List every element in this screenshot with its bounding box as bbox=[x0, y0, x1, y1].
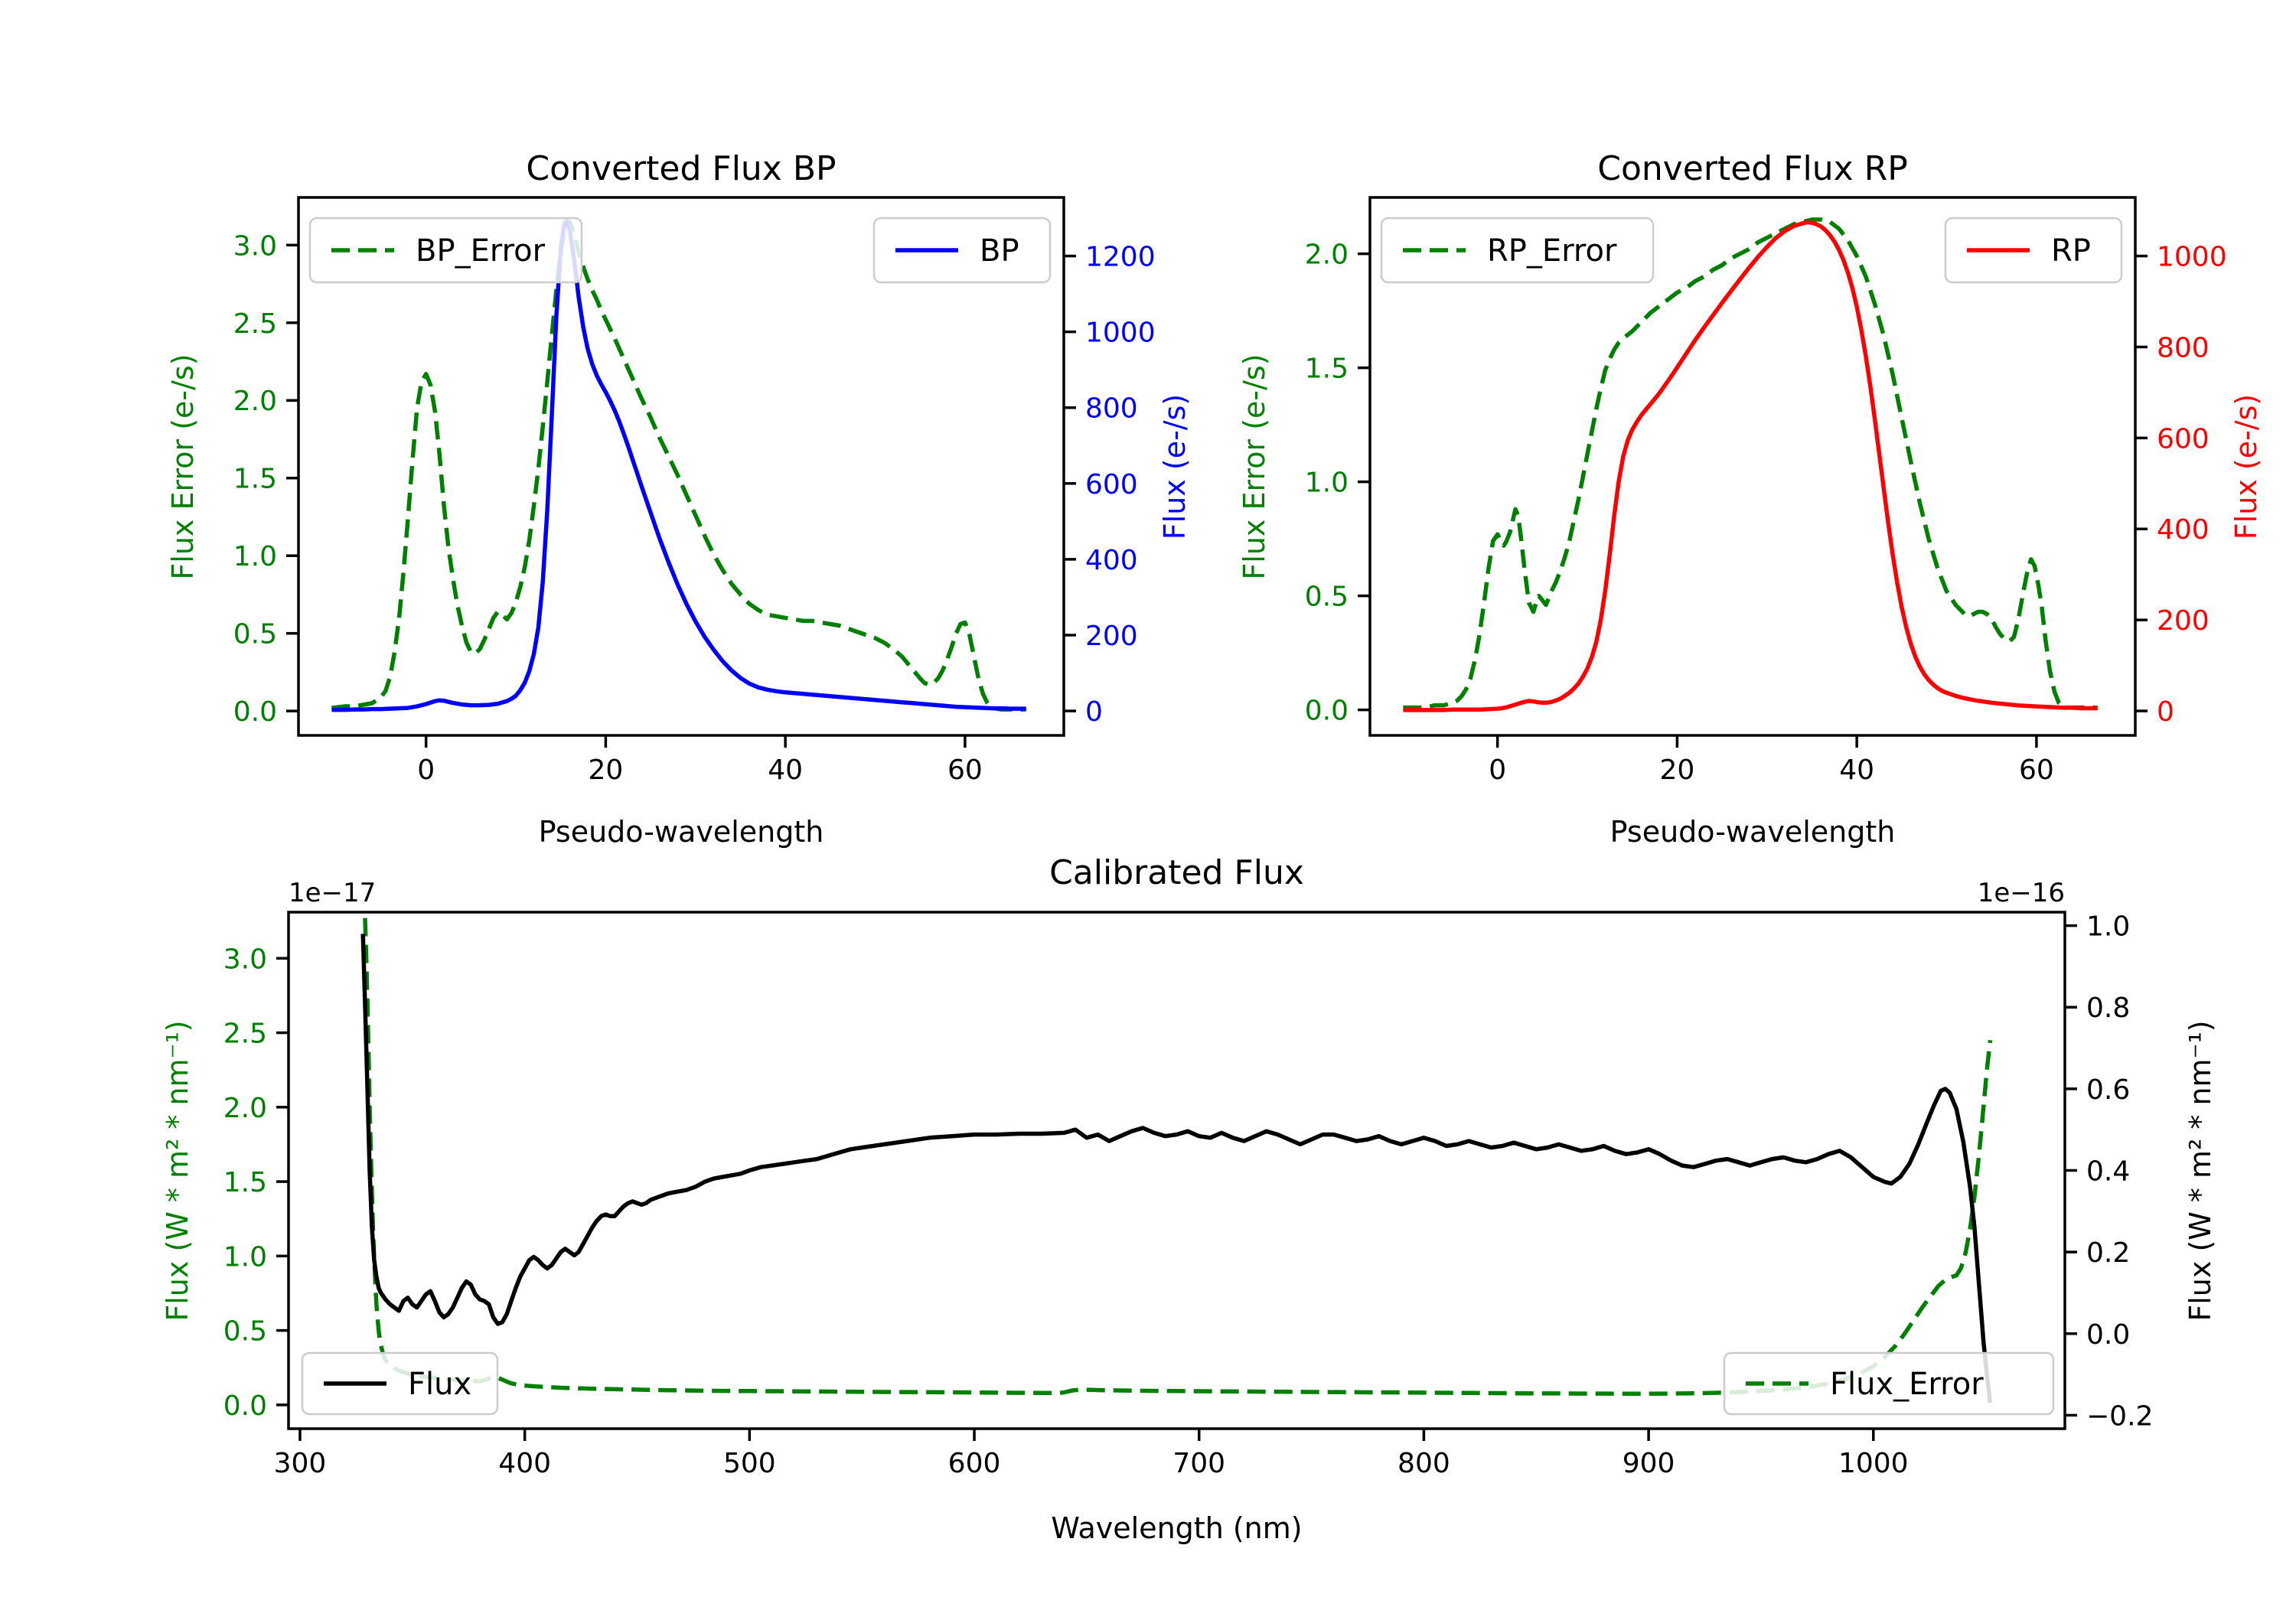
cal-title: Calibrated Flux bbox=[1049, 853, 1304, 892]
bp-right-tick-label: 400 bbox=[1085, 545, 1138, 576]
cal-left-tick-label: 0.5 bbox=[223, 1316, 267, 1348]
bp-left-ylabel: Flux Error (e-/s) bbox=[166, 354, 200, 579]
bp-x-tick-label: 0 bbox=[417, 755, 435, 786]
legend-label: RP_Error bbox=[1487, 233, 1617, 269]
cal-x-tick-label: 900 bbox=[1623, 1448, 1675, 1479]
series-BP_Error-line bbox=[331, 220, 1026, 712]
cal-x-tick-label: 1000 bbox=[1838, 1448, 1909, 1479]
rp-left-tick-label: 0.0 bbox=[1305, 696, 1349, 727]
bp-right-ylabel: Flux (e-/s) bbox=[1158, 394, 1192, 539]
legend-label: BP bbox=[980, 233, 1019, 269]
rp-axes-frame bbox=[1368, 196, 2137, 737]
rp-right-tick-label: 600 bbox=[2157, 423, 2210, 455]
rp-right-ylabel: Flux (e-/s) bbox=[2229, 394, 2263, 539]
bp-left-tick-label: 2.0 bbox=[233, 386, 277, 417]
rp-right-tick-label: 800 bbox=[2157, 332, 2210, 363]
rp-title: Converted Flux RP bbox=[1597, 149, 1908, 188]
cal-xlabel: Wavelength (nm) bbox=[1051, 1511, 1302, 1545]
cal-left-tick-label: 0.0 bbox=[223, 1390, 267, 1422]
cal-right-tick-label: 0.0 bbox=[2086, 1319, 2130, 1351]
bp-left-tick-label: 1.5 bbox=[233, 464, 277, 495]
bp-right-tick-label: 800 bbox=[1085, 393, 1138, 425]
bp-title: Converted Flux BP bbox=[526, 149, 836, 188]
legend-RP_Error: RP_Error bbox=[1380, 217, 1655, 284]
cal-left-tick-label: 2.0 bbox=[223, 1093, 267, 1124]
bp-left-tick-label: 0.0 bbox=[233, 696, 277, 728]
cal-left-ylabel: Flux (W * m² * nm⁻¹) bbox=[161, 1020, 194, 1321]
legend-Flux: Flux bbox=[301, 1351, 499, 1416]
series-BP-line bbox=[331, 218, 1026, 712]
bp-left-tick-label: 1.0 bbox=[233, 541, 277, 572]
cal-x-tick-label: 500 bbox=[723, 1448, 776, 1479]
legend-label: Flux_Error bbox=[1830, 1367, 1984, 1402]
cal-left-offset-text: 1e−17 bbox=[289, 878, 376, 908]
rp-right-tick-label: 0 bbox=[2157, 696, 2174, 728]
bp-left-tick-label: 3.0 bbox=[233, 230, 277, 262]
cal-right-tick-label: 0.2 bbox=[2086, 1237, 2130, 1269]
cal-x-tick-label: 800 bbox=[1397, 1448, 1450, 1479]
cal-left-tick-label: 1.5 bbox=[223, 1167, 267, 1198]
cal-right-tick-label: 0.4 bbox=[2086, 1156, 2130, 1188]
legend-box bbox=[1723, 1351, 2055, 1416]
cal-x-tick-label: 400 bbox=[498, 1448, 551, 1479]
bp-left-tick-label: 0.5 bbox=[233, 619, 277, 650]
rp-left-ylabel: Flux Error (e-/s) bbox=[1238, 354, 1271, 579]
cal-right-ylabel: Flux (W * m² * nm⁻¹) bbox=[2183, 1020, 2217, 1321]
bp-right-tick-label: 0 bbox=[1085, 696, 1103, 728]
cal-right-tick-label: 0.6 bbox=[2086, 1074, 2130, 1106]
rp-right-tick-label: 400 bbox=[2157, 514, 2210, 546]
bp-x-tick-label: 20 bbox=[589, 755, 624, 786]
bp-right-tick-label: 1000 bbox=[1085, 318, 1156, 349]
cal-left-tick-label: 3.0 bbox=[223, 944, 267, 975]
legend-BP_Error: BP_Error bbox=[308, 217, 583, 284]
legend-BP: BP bbox=[872, 217, 1052, 284]
bp-left-tick-label: 2.5 bbox=[233, 308, 277, 340]
cal-right-tick-label: 1.0 bbox=[2086, 911, 2130, 943]
cal-left-tick-label: 2.5 bbox=[223, 1019, 267, 1050]
legend-box bbox=[308, 217, 583, 284]
legend-label: BP_Error bbox=[416, 233, 546, 269]
series-Flux-line bbox=[360, 934, 1993, 1403]
legend-label: Flux bbox=[408, 1367, 471, 1402]
cal-x-tick-label: 700 bbox=[1172, 1448, 1225, 1479]
bp-right-tick-label: 600 bbox=[1085, 469, 1138, 500]
rp-x-tick-label: 0 bbox=[1489, 755, 1506, 786]
bp-x-tick-label: 60 bbox=[947, 755, 983, 786]
series-RP_Error-line bbox=[1403, 217, 2098, 710]
legend-Flux_Error: Flux_Error bbox=[1723, 1351, 2055, 1416]
cal-right-tick-label: −0.2 bbox=[2086, 1400, 2153, 1432]
bp-axes-frame bbox=[297, 196, 1065, 737]
series-RP-line bbox=[1403, 220, 2098, 712]
rp-left-tick-label: 1.0 bbox=[1305, 468, 1349, 499]
legend-box bbox=[872, 217, 1052, 284]
rp-right-tick-label: 200 bbox=[2157, 605, 2210, 637]
rp-x-tick-label: 20 bbox=[1660, 755, 1695, 786]
bp-right-tick-label: 1200 bbox=[1085, 242, 1156, 273]
legend-box bbox=[1380, 217, 1655, 284]
cal-x-tick-label: 300 bbox=[274, 1448, 327, 1479]
bp-right-tick-label: 200 bbox=[1085, 621, 1138, 652]
legend-label: RP bbox=[2051, 233, 2091, 269]
rp-right-tick-label: 1000 bbox=[2157, 242, 2227, 273]
plot-bp: 0 20 40 60 0.0 0.5 1.0 1.5 2.0 2.5 3.0 0 200 400 600 80… bbox=[166, 149, 1192, 849]
rp-left-tick-label: 0.5 bbox=[1305, 582, 1349, 613]
rp-left-tick-label: 1.5 bbox=[1305, 354, 1349, 385]
legend-box bbox=[1944, 217, 2123, 284]
legend-RP: RP bbox=[1944, 217, 2123, 284]
rp-xlabel: Pseudo-wavelength bbox=[1610, 815, 1896, 849]
cal-x-tick-label: 600 bbox=[948, 1448, 1001, 1479]
cal-left-tick-label: 1.0 bbox=[223, 1241, 267, 1273]
cal-right-tick-label: 0.8 bbox=[2086, 993, 2130, 1024]
rp-x-tick-label: 40 bbox=[1839, 755, 1874, 786]
bp-xlabel: Pseudo-wavelength bbox=[539, 815, 824, 849]
bp-x-tick-label: 40 bbox=[768, 755, 803, 786]
cal-right-offset-text: 1e−16 bbox=[1978, 878, 2065, 908]
legend-box bbox=[301, 1351, 499, 1416]
plot-cal: 300 400 500 600 700 800 900 1000 0.0 0.5 1.0 1.5 2.0… bbox=[161, 853, 2217, 1545]
rp-left-tick-label: 2.0 bbox=[1305, 240, 1349, 271]
plot-rp: 0 20 40 60 0.0 0.5 1.0 1.5 2.0 0 200 400 600 800 1000 C… bbox=[1238, 149, 2263, 849]
rp-x-tick-label: 60 bbox=[2019, 755, 2054, 786]
